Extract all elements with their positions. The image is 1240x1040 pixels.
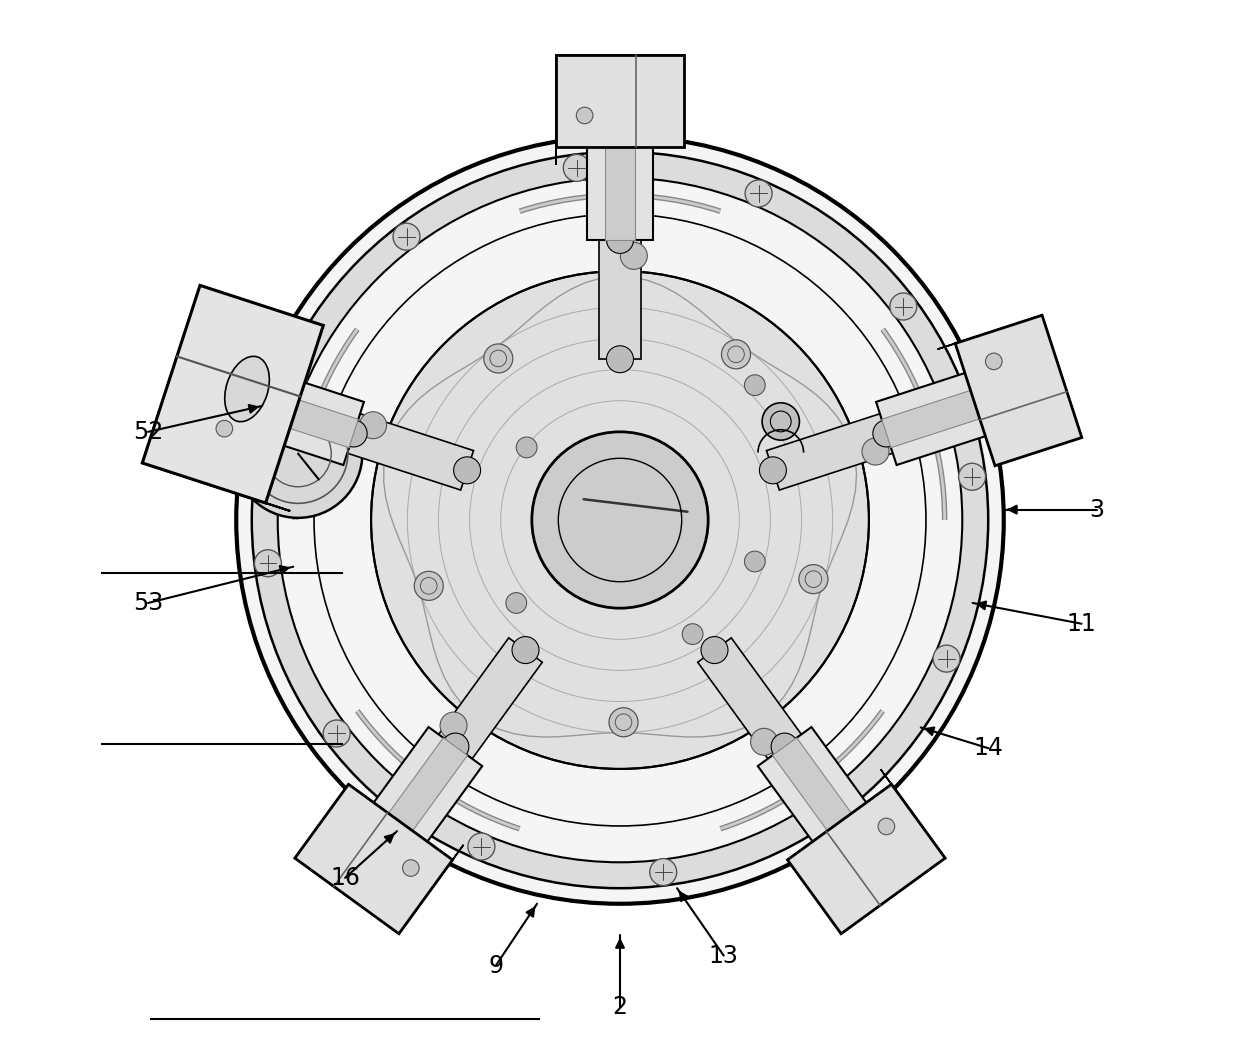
Circle shape xyxy=(759,457,786,484)
Circle shape xyxy=(606,345,634,372)
Text: 9: 9 xyxy=(489,954,503,978)
Polygon shape xyxy=(347,414,474,490)
Polygon shape xyxy=(295,784,453,934)
Circle shape xyxy=(441,733,469,760)
Circle shape xyxy=(360,412,387,439)
Circle shape xyxy=(532,432,708,608)
Polygon shape xyxy=(830,843,945,934)
Polygon shape xyxy=(955,315,1081,466)
Polygon shape xyxy=(937,315,1042,349)
Polygon shape xyxy=(295,843,410,934)
Text: 13: 13 xyxy=(709,943,739,967)
Polygon shape xyxy=(159,438,263,471)
Polygon shape xyxy=(439,638,542,759)
Circle shape xyxy=(340,420,367,447)
Circle shape xyxy=(650,859,677,886)
Polygon shape xyxy=(224,363,363,465)
Polygon shape xyxy=(371,737,467,856)
Text: 11: 11 xyxy=(1066,612,1096,635)
Circle shape xyxy=(682,624,703,645)
Polygon shape xyxy=(599,240,641,359)
Circle shape xyxy=(745,180,773,207)
Circle shape xyxy=(878,818,895,835)
Text: 16: 16 xyxy=(330,866,360,890)
Circle shape xyxy=(932,645,960,672)
Circle shape xyxy=(744,374,765,395)
Polygon shape xyxy=(231,381,358,447)
Circle shape xyxy=(744,551,765,572)
Circle shape xyxy=(254,550,281,577)
Polygon shape xyxy=(159,315,285,466)
Circle shape xyxy=(873,420,900,447)
Text: 3: 3 xyxy=(1090,497,1105,522)
Circle shape xyxy=(862,438,889,465)
Polygon shape xyxy=(766,414,893,490)
Text: 53: 53 xyxy=(133,591,164,615)
Circle shape xyxy=(620,242,647,269)
Circle shape xyxy=(722,340,750,369)
Circle shape xyxy=(820,789,847,816)
Polygon shape xyxy=(758,727,884,866)
Polygon shape xyxy=(882,381,1009,447)
Ellipse shape xyxy=(224,357,269,421)
Circle shape xyxy=(563,154,590,181)
Polygon shape xyxy=(143,285,224,471)
Polygon shape xyxy=(605,115,635,240)
Circle shape xyxy=(959,463,986,490)
Polygon shape xyxy=(159,315,216,443)
Circle shape xyxy=(371,271,869,769)
Polygon shape xyxy=(143,463,290,511)
Text: 2: 2 xyxy=(613,995,627,1019)
Polygon shape xyxy=(556,55,684,147)
Polygon shape xyxy=(698,638,801,759)
Circle shape xyxy=(763,402,800,440)
Circle shape xyxy=(324,720,350,747)
Polygon shape xyxy=(399,844,464,934)
Text: 52: 52 xyxy=(133,420,164,444)
Polygon shape xyxy=(143,285,324,503)
Polygon shape xyxy=(356,727,482,866)
Circle shape xyxy=(216,420,233,437)
Circle shape xyxy=(512,636,539,664)
Circle shape xyxy=(393,224,420,251)
Circle shape xyxy=(516,437,537,458)
Circle shape xyxy=(403,860,419,877)
Polygon shape xyxy=(556,55,684,74)
Circle shape xyxy=(750,728,777,755)
Circle shape xyxy=(771,733,799,760)
Circle shape xyxy=(280,368,308,395)
Circle shape xyxy=(440,712,467,739)
Circle shape xyxy=(237,136,1003,904)
Circle shape xyxy=(606,227,634,254)
Polygon shape xyxy=(787,784,945,934)
Polygon shape xyxy=(773,737,869,856)
Circle shape xyxy=(609,707,639,736)
Polygon shape xyxy=(1024,315,1081,443)
Circle shape xyxy=(467,833,495,860)
Circle shape xyxy=(506,593,527,614)
Polygon shape xyxy=(880,770,945,858)
Circle shape xyxy=(799,565,828,594)
Text: 14: 14 xyxy=(973,736,1003,760)
Circle shape xyxy=(414,571,443,600)
Circle shape xyxy=(986,353,1002,369)
Circle shape xyxy=(484,344,513,373)
Circle shape xyxy=(701,636,728,664)
Circle shape xyxy=(577,107,593,124)
Polygon shape xyxy=(587,115,653,240)
Polygon shape xyxy=(877,363,1016,465)
Circle shape xyxy=(234,389,362,518)
Circle shape xyxy=(454,457,481,484)
Circle shape xyxy=(890,293,916,320)
